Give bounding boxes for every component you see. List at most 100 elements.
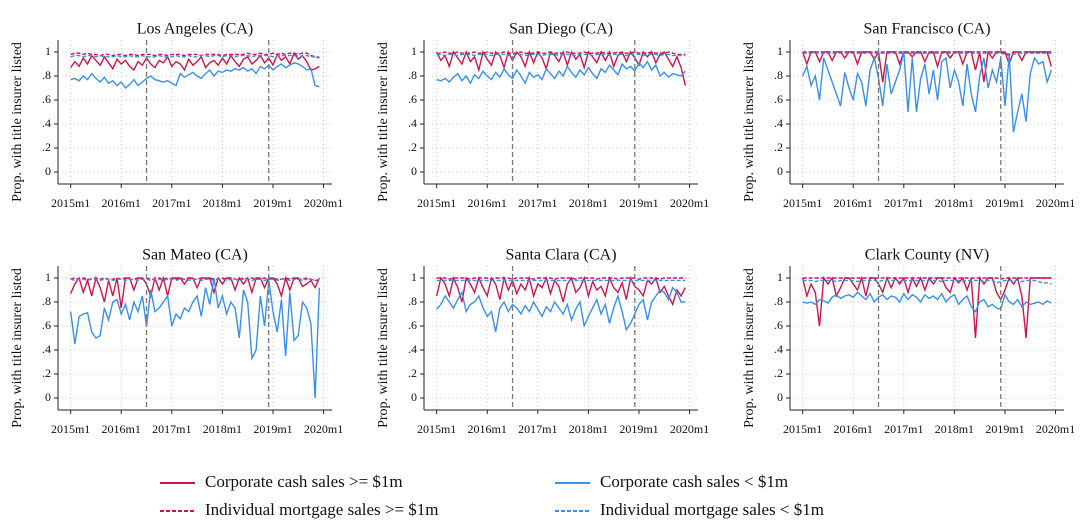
legend-label: Individual mortgage sales < $1m [600, 500, 824, 519]
x-tick-label: 2016m1 [834, 196, 873, 210]
x-tick-label: 2018m1 [569, 422, 608, 436]
y-tick-label: 1 [411, 44, 417, 58]
x-tick-label: 2016m1 [102, 196, 141, 210]
x-tick-label: 2015m1 [783, 422, 822, 436]
series-line [436, 277, 686, 280]
y-tick-label: 0 [411, 390, 417, 404]
y-tick-label: 1 [45, 44, 51, 58]
y-tick-label: .4 [42, 116, 51, 130]
y-tick-label: .4 [774, 116, 783, 130]
y-tick-label: .2 [408, 366, 417, 380]
series-line [802, 291, 1052, 313]
x-tick-label: 2019m1 [253, 196, 292, 210]
x-tick-label: 2019m1 [619, 196, 658, 210]
y-axis-label: Prop. with title insurer listed [742, 268, 757, 428]
x-tick-label: 2019m1 [619, 422, 658, 436]
series-line [70, 52, 320, 59]
y-axis-label: Prop. with title insurer listed [10, 42, 25, 202]
x-tick-label: 2020m1 [304, 196, 343, 210]
x-tick-label: 2018m1 [203, 196, 242, 210]
series-line [435, 275, 686, 307]
x-tick-label: 2015m1 [51, 422, 90, 436]
series-line [70, 278, 320, 282]
series-line [69, 277, 321, 399]
series-line [801, 275, 1052, 339]
legend-label: Corporate cash sales < $1m [600, 472, 788, 491]
x-tick-label: 2018m1 [935, 422, 974, 436]
panel-title: Los Angeles (CA) [137, 21, 253, 38]
series-line [436, 286, 686, 333]
series-line [70, 54, 320, 58]
y-tick-label: 0 [411, 164, 417, 178]
x-tick-label: 2017m1 [518, 422, 557, 436]
y-tick-label: 1 [411, 270, 417, 284]
series-line [802, 279, 1052, 285]
y-tick-label: .6 [42, 92, 51, 106]
y-tick-label: .6 [774, 92, 783, 106]
panel-title: San Diego (CA) [509, 21, 613, 38]
y-tick-label: .4 [42, 342, 51, 356]
x-tick-label: 2016m1 [834, 422, 873, 436]
x-tick-label: 2016m1 [102, 422, 141, 436]
x-tick-label: 2020m1 [304, 422, 343, 436]
series-line [436, 51, 686, 56]
legend-label: Corporate cash sales >= $1m [205, 472, 403, 491]
y-tick-label: 0 [45, 390, 51, 404]
y-tick-label: .8 [774, 68, 783, 82]
y-tick-label: .4 [408, 342, 417, 356]
x-tick-label: 2016m1 [468, 422, 507, 436]
x-tick-label: 2020m1 [1036, 196, 1075, 210]
y-tick-label: 0 [45, 164, 51, 178]
x-tick-label: 2016m1 [468, 196, 507, 210]
y-tick-label: 1 [777, 44, 783, 58]
series-line [70, 62, 320, 90]
x-tick-label: 2020m1 [670, 422, 709, 436]
y-tick-label: 1 [777, 270, 783, 284]
panel-title: San Mateo (CA) [142, 247, 248, 264]
y-tick-label: 0 [777, 164, 783, 178]
y-tick-label: .8 [774, 294, 783, 308]
y-tick-label: .2 [42, 366, 51, 380]
x-tick-label: 2019m1 [985, 422, 1024, 436]
series-line [436, 49, 687, 86]
y-axis-label: Prop. with title insurer listed [376, 268, 391, 428]
y-tick-label: .8 [42, 294, 51, 308]
y-tick-label: .2 [774, 366, 783, 380]
x-tick-label: 2017m1 [884, 422, 923, 436]
x-tick-label: 2018m1 [935, 196, 974, 210]
y-tick-label: .8 [408, 68, 417, 82]
x-tick-label: 2015m1 [417, 422, 456, 436]
x-tick-label: 2019m1 [985, 196, 1024, 210]
y-tick-label: .6 [42, 318, 51, 332]
x-tick-label: 2017m1 [884, 196, 923, 210]
panel-title: Santa Clara (CA) [505, 247, 616, 264]
y-tick-label: .4 [774, 342, 783, 356]
series-line [802, 51, 1053, 133]
legend-label: Individual mortgage sales >= $1m [205, 500, 439, 519]
y-axis-label: Prop. with title insurer listed [742, 42, 757, 202]
x-tick-label: 2017m1 [152, 196, 191, 210]
x-tick-label: 2018m1 [203, 422, 242, 436]
y-tick-label: 1 [45, 270, 51, 284]
y-axis-label: Prop. with title insurer listed [376, 42, 391, 202]
x-tick-label: 2019m1 [253, 422, 292, 436]
y-tick-label: .2 [42, 140, 51, 154]
series-line [70, 275, 320, 309]
x-tick-label: 2015m1 [417, 196, 456, 210]
series-line [802, 51, 1052, 56]
series-line [436, 53, 686, 57]
x-tick-label: 2017m1 [518, 196, 557, 210]
x-tick-label: 2015m1 [783, 196, 822, 210]
series-line [802, 277, 1052, 280]
y-tick-label: .6 [408, 318, 417, 332]
x-tick-label: 2020m1 [1036, 422, 1075, 436]
y-tick-label: 0 [777, 390, 783, 404]
y-tick-label: .2 [408, 140, 417, 154]
series-line [802, 52, 1052, 57]
x-tick-label: 2017m1 [152, 422, 191, 436]
y-tick-label: .2 [774, 140, 783, 154]
x-tick-label: 2018m1 [569, 196, 608, 210]
y-tick-label: .6 [774, 318, 783, 332]
panel-title: Clark County (NV) [865, 247, 989, 264]
